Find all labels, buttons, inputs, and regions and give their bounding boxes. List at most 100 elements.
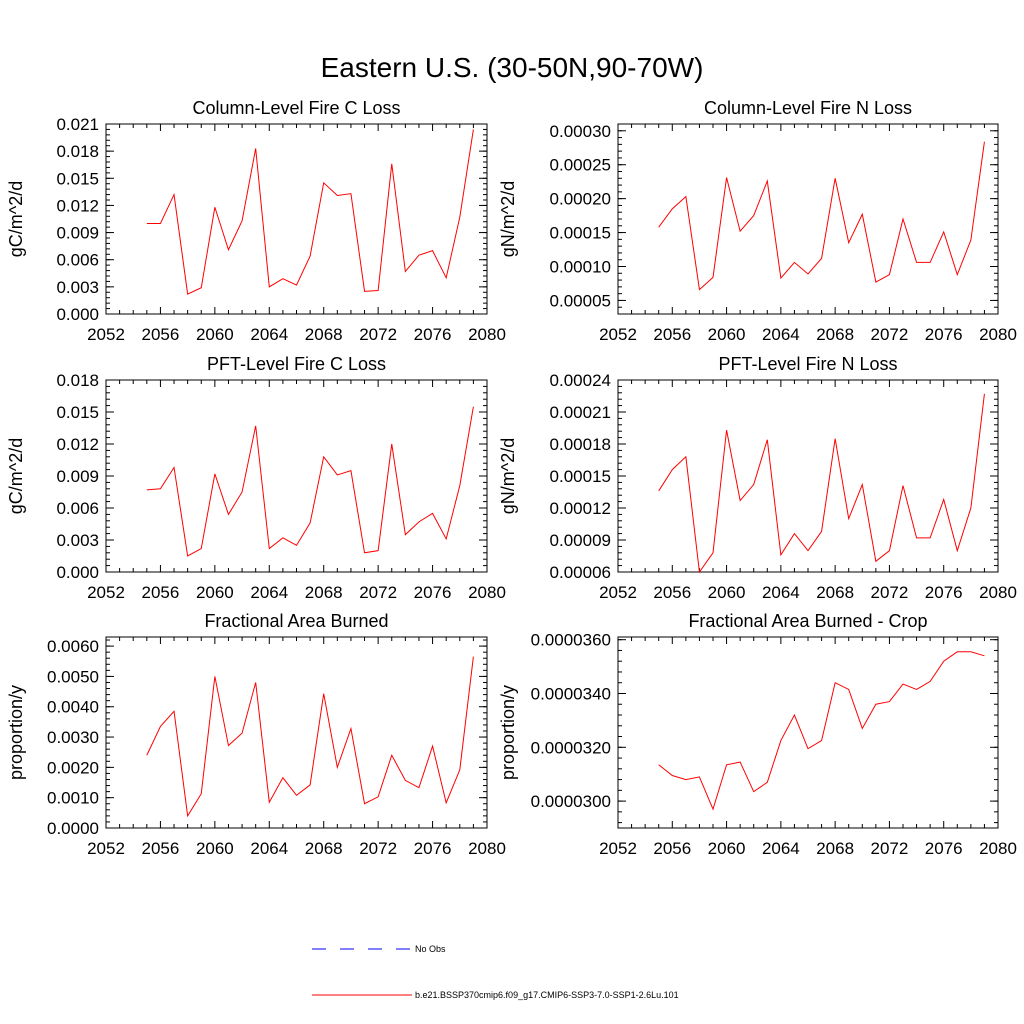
y-tick-label: 0.021 [56, 115, 99, 134]
y-tick-label: 0.00024 [550, 371, 611, 390]
x-tick-label: 2068 [305, 325, 343, 344]
y-tick-label: 0.012 [56, 196, 99, 215]
figure-title: Eastern U.S. (30-50N,90-70W) [321, 52, 704, 83]
panel-2: 2052 2056 2060 2064 2068 2072 2076 2080 0.00005 0… [498, 98, 1017, 344]
x-tick-label: 2064 [250, 839, 288, 858]
x-tick-label: 2076 [414, 839, 452, 858]
x-tick-label: 2060 [196, 583, 234, 602]
x-tick-label: 2060 [708, 839, 746, 858]
y-tick-label: 0.015 [56, 403, 99, 422]
panel-6: 2052 2056 2060 2064 2068 2072 2076 2080 0.000030… [498, 611, 1017, 858]
y-axis-label: gC/m^2/d [6, 181, 26, 257]
x-tick-label: 2052 [599, 325, 637, 344]
panel-5: 2052 2056 2060 2064 2068 2072 2076 2080 0.0000 0.… [6, 611, 506, 858]
y-axis-label: proportion/y [498, 685, 518, 780]
x-tick-label: 2080 [979, 325, 1017, 344]
y-tick-label: 0.00025 [550, 156, 611, 175]
panel-title: Column-Level Fire N Loss [704, 98, 912, 118]
y-tick-label: 0.003 [56, 531, 99, 550]
series-line-1 [146, 406, 474, 557]
y-tick-label: 0.000 [56, 305, 99, 324]
x-tick-label: 2068 [816, 325, 854, 344]
panel-title: PFT-Level Fire C Loss [207, 354, 386, 374]
y-tick-label: 0.00010 [550, 258, 611, 277]
x-tick-label: 2056 [142, 325, 180, 344]
x-tick-label: 2076 [414, 325, 452, 344]
panel-4: 2052 2056 2060 2064 2068 2072 2076 2080 0.00006 0… [498, 354, 1017, 602]
x-tick-label: 2052 [599, 583, 637, 602]
x-tick-label: 2060 [708, 583, 746, 602]
y-tick-label: 0.015 [56, 169, 99, 188]
panel-title: Fractional Area Burned [204, 611, 388, 631]
x-tick-label: 2056 [653, 325, 691, 344]
y-tick-label: 0.00012 [550, 499, 611, 518]
x-tick-label: 2072 [359, 583, 397, 602]
panel-1: 2052 2056 2060 2064 2068 2072 2076 2080 0.000 0.0… [6, 98, 506, 344]
x-tick-label: 2080 [979, 583, 1017, 602]
panels: 2052 2056 2060 2064 2068 2072 2076 2080 0.000 0.0… [6, 98, 1017, 858]
y-tick-label: 0.0060 [47, 637, 99, 656]
series-line-1 [658, 393, 985, 574]
y-tick-label: 0.018 [56, 142, 99, 161]
x-tick-label: 2064 [250, 325, 288, 344]
x-tick-label: 2064 [762, 325, 800, 344]
x-tick-label: 2072 [871, 583, 909, 602]
y-tick-label: 0.00030 [550, 122, 611, 141]
x-tick-label: 2064 [250, 583, 288, 602]
x-tick-label: 2068 [305, 839, 343, 858]
plot-frame [617, 123, 999, 315]
series-line-1 [146, 656, 474, 818]
y-tick-label: 0.00018 [550, 435, 611, 454]
y-tick-label: 0.018 [56, 371, 99, 390]
y-tick-label: 0.0000340 [531, 684, 611, 703]
x-tick-label: 2068 [816, 839, 854, 858]
y-tick-label: 0.006 [56, 499, 99, 518]
y-tick-label: 0.00021 [550, 403, 611, 422]
x-tick-label: 2064 [762, 839, 800, 858]
legend: No Obs b.e21.BSSP370cmip6.f09_g17.CMIP6-… [312, 944, 679, 1000]
y-tick-label: 0.00005 [550, 291, 611, 310]
x-tick-label: 2052 [87, 583, 125, 602]
series-line-1 [146, 129, 474, 295]
y-axis-label: gC/m^2/d [6, 438, 26, 514]
x-tick-label: 2076 [925, 325, 963, 344]
y-tick-label: 0.009 [56, 224, 99, 243]
y-tick-label: 0.00009 [550, 531, 611, 550]
series-line-1 [658, 651, 985, 811]
y-axis-label: proportion/y [6, 685, 26, 780]
y-tick-label: 0.0010 [47, 789, 99, 808]
x-tick-label: 2052 [87, 325, 125, 344]
y-axis-label: gN/m^2/d [498, 181, 518, 257]
x-tick-label: 2076 [414, 583, 452, 602]
series-line-1 [658, 141, 985, 291]
x-tick-label: 2072 [359, 839, 397, 858]
x-tick-label: 2052 [87, 839, 125, 858]
y-tick-label: 0.003 [56, 278, 99, 297]
y-tick-label: 0.0040 [47, 698, 99, 717]
y-tick-label: 0.000 [56, 563, 99, 582]
y-tick-label: 0.009 [56, 467, 99, 486]
x-tick-label: 2080 [468, 583, 506, 602]
y-tick-label: 0.0000 [47, 819, 99, 838]
x-tick-label: 2080 [979, 839, 1017, 858]
y-axis-label: gN/m^2/d [498, 438, 518, 514]
panel-3: 2052 2056 2060 2064 2068 2072 2076 2080 0.000 0.0… [6, 354, 506, 602]
plot-frame [105, 379, 488, 573]
x-tick-label: 2064 [762, 583, 800, 602]
y-tick-label: 0.0050 [47, 667, 99, 686]
y-tick-label: 0.0020 [47, 758, 99, 777]
x-tick-label: 2072 [359, 325, 397, 344]
y-tick-label: 0.012 [56, 435, 99, 454]
y-tick-label: 0.0000300 [531, 792, 611, 811]
legend-no-obs-label: No Obs [415, 944, 446, 954]
y-tick-label: 0.0000320 [531, 738, 611, 757]
x-tick-label: 2068 [305, 583, 343, 602]
x-tick-label: 2052 [599, 839, 637, 858]
x-tick-label: 2056 [653, 583, 691, 602]
x-tick-label: 2060 [196, 839, 234, 858]
x-tick-label: 2076 [925, 839, 963, 858]
x-tick-label: 2080 [468, 839, 506, 858]
x-tick-label: 2072 [871, 325, 909, 344]
y-tick-label: 0.00015 [550, 467, 611, 486]
panel-title: PFT-Level Fire N Loss [718, 354, 897, 374]
